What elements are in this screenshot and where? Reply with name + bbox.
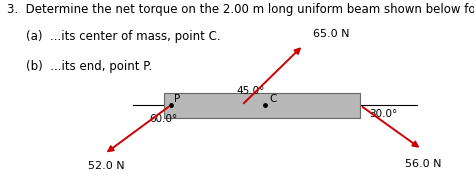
- Text: 56.0 N: 56.0 N: [405, 159, 442, 169]
- Text: (b)  ...its end, point P.: (b) ...its end, point P.: [26, 60, 152, 73]
- Text: 65.0 N: 65.0 N: [313, 30, 349, 39]
- Text: P: P: [174, 94, 181, 104]
- Text: 30.0°: 30.0°: [369, 109, 397, 119]
- Text: 45.0°: 45.0°: [236, 86, 264, 96]
- Text: C: C: [269, 94, 277, 104]
- Text: 3.  Determine the net torque on the 2.00 m long uniform beam shown below for a p: 3. Determine the net torque on the 2.00 …: [7, 3, 474, 16]
- Bar: [164, 93, 360, 118]
- Text: (a)  ...its center of mass, point C.: (a) ...its center of mass, point C.: [26, 30, 221, 43]
- Text: 52.0 N: 52.0 N: [88, 161, 124, 171]
- Text: 60.0°: 60.0°: [149, 114, 178, 124]
